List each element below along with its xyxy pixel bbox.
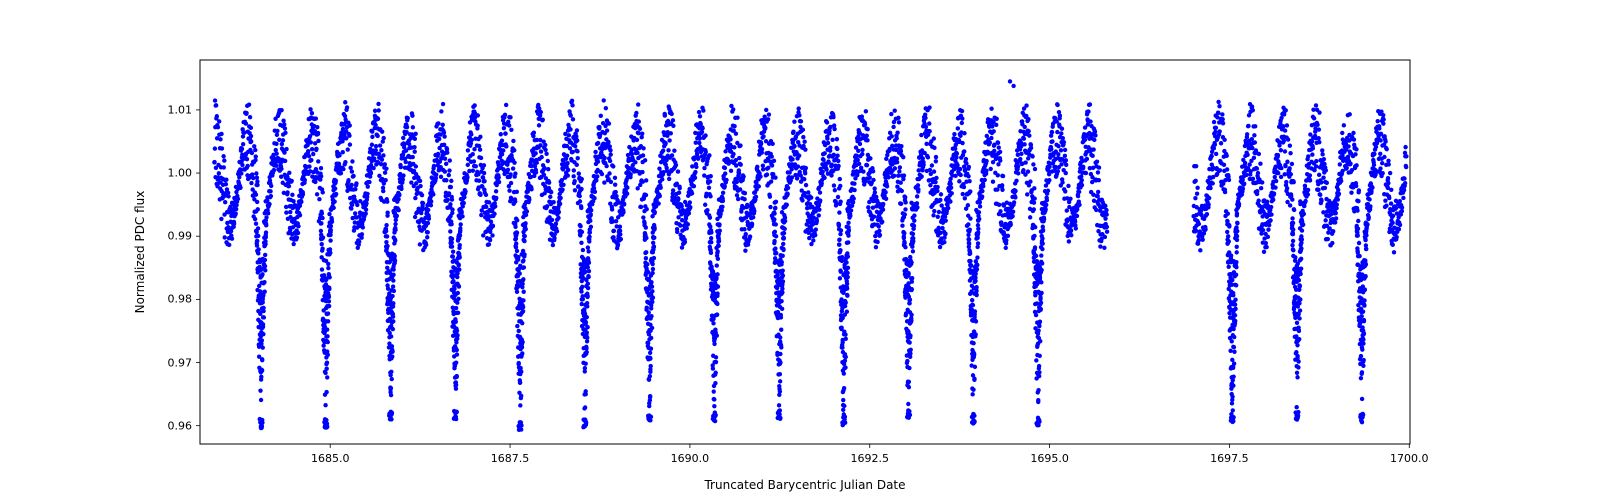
y-tick-label: 1.01 xyxy=(168,103,193,116)
scatter-series xyxy=(212,79,1408,432)
x-tick-label: 1697.5 xyxy=(1210,452,1249,465)
y-tick-label: 0.98 xyxy=(168,293,193,306)
y-tick-label: 0.97 xyxy=(168,356,193,369)
lightcurve-chart: Normalized PDC flux Truncated Barycentri… xyxy=(0,0,1600,500)
x-tick-label: 1690.0 xyxy=(671,452,710,465)
x-axis-label: Truncated Barycentric Julian Date xyxy=(704,478,905,492)
chart-svg xyxy=(0,0,1600,500)
x-tick-label: 1700.0 xyxy=(1390,452,1429,465)
y-tick-label: 0.99 xyxy=(168,230,193,243)
x-tick-label: 1692.5 xyxy=(850,452,889,465)
x-tick-label: 1695.0 xyxy=(1030,452,1069,465)
x-tick-label: 1687.5 xyxy=(491,452,530,465)
y-axis-label: Normalized PDC flux xyxy=(133,191,147,314)
y-tick-label: 1.00 xyxy=(168,167,193,180)
x-tick-label: 1685.0 xyxy=(311,452,350,465)
y-tick-label: 0.96 xyxy=(168,419,193,432)
